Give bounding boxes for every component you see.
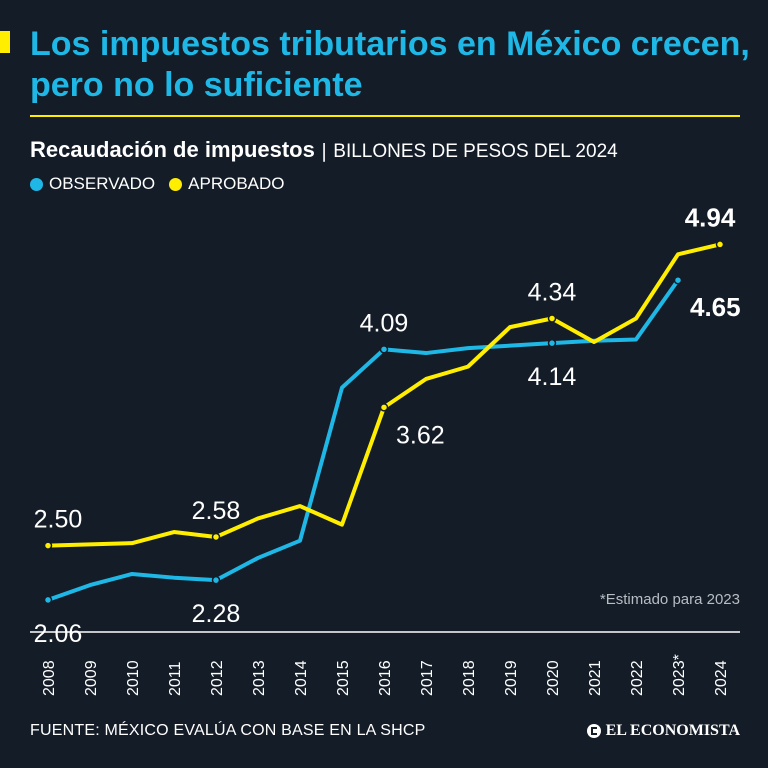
x-tick-label: 2017 [419, 660, 436, 696]
x-tick-label: 2010 [125, 660, 142, 696]
data-point-marker [379, 403, 389, 412]
x-tick-label: 2015 [335, 660, 352, 696]
x-tick-label: 2023* [671, 654, 688, 696]
data-point-marker [673, 275, 683, 285]
data-point-marker [547, 314, 557, 323]
subtitle-unit: BILLONES DE PESOS DEL 2024 [333, 141, 618, 162]
x-tick-label: 2013 [251, 660, 268, 696]
data-point-marker [379, 345, 389, 354]
x-tick-label: 2018 [461, 660, 478, 696]
x-tick-label: 2008 [41, 660, 58, 696]
chart-legend: OBSERVADO APROBADO [30, 174, 299, 194]
x-tick-label: 2012 [209, 660, 226, 696]
title-divider [30, 115, 740, 117]
x-tick-label: 2016 [377, 660, 394, 696]
legend-dot-observado [30, 177, 43, 191]
footnote: *Estimado para 2023 [600, 591, 740, 608]
data-label: 3.62 [396, 421, 445, 449]
x-tick-label: 2020 [545, 660, 562, 696]
data-label: 2.50 [34, 506, 83, 534]
x-tick-label: 2011 [167, 661, 184, 696]
brand-logo: EL ECONOMISTA [586, 722, 740, 740]
data-label: 2.28 [192, 600, 241, 628]
data-label: 2.06 [34, 620, 83, 648]
legend-item-aprobado: APROBADO [169, 174, 285, 194]
chart-subtitle: Recaudación de impuestos | BILLONES DE PES… [30, 137, 618, 165]
data-label: 4.65 [690, 292, 741, 322]
data-label: 4.94 [685, 202, 736, 232]
brand-name: EL ECONOMISTA [605, 722, 740, 739]
x-tick-label: 2022 [629, 660, 646, 696]
data-label: 4.34 [528, 278, 577, 306]
series-line-observado [46, 278, 680, 602]
x-tick-label: 2024 [713, 660, 730, 696]
legend-label-observado: OBSERVADO [49, 174, 156, 193]
subtitle-main: Recaudación de impuestos [30, 137, 315, 162]
legend-item-observado: OBSERVADO [30, 174, 155, 194]
data-point-marker [43, 541, 53, 550]
source-note: FUENTE: MÉXICO EVALÚA CON BASE EN LA SHC… [30, 722, 426, 739]
brand-mark-icon [586, 724, 601, 738]
data-label: 4.14 [528, 363, 577, 391]
x-tick-label: 2009 [83, 660, 100, 696]
data-point-marker [211, 575, 221, 585]
data-label: 4.09 [360, 309, 409, 337]
data-point-marker [43, 595, 53, 605]
accent-bar [0, 31, 10, 53]
data-point-marker [715, 240, 725, 249]
data-label: 2.58 [192, 497, 241, 525]
subtitle-separator: | [320, 140, 328, 162]
x-tick-label: 2021 [587, 660, 604, 696]
legend-dot-aprobado [169, 177, 183, 191]
series-line-aprobado [46, 242, 722, 548]
legend-label-aprobado: APROBADO [188, 174, 285, 193]
x-tick-label: 2019 [503, 660, 520, 696]
x-tick-label: 2014 [293, 660, 310, 696]
data-point-marker [211, 532, 221, 542]
data-point-marker [547, 338, 557, 348]
chart-title: Los impuestos tributarios en México crec… [30, 25, 750, 104]
